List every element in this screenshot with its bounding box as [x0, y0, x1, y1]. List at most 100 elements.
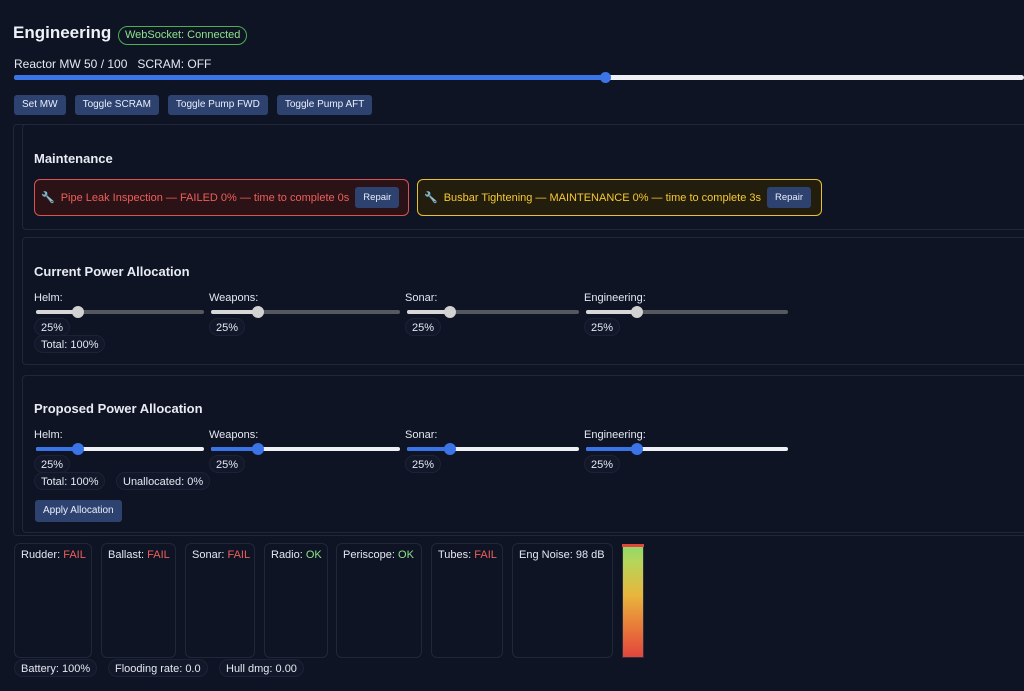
proposed-engineering-slider[interactable]	[586, 443, 788, 455]
proposed-engineering-value: 25%	[584, 455, 621, 473]
current-engineering-label: Engineering:	[584, 292, 646, 304]
status-card-periscope: Periscope: OK	[336, 543, 422, 658]
maintenance-item-busbar: 🔧 Busbar Tightening — MAINTENANCE 0% — t…	[417, 179, 822, 216]
proposed-sonar-slider[interactable]	[407, 443, 579, 455]
status-value: OK	[305, 549, 322, 561]
status-label: Sonar:	[192, 549, 225, 561]
repair-button[interactable]: Repair	[355, 187, 400, 208]
slider-thumb	[630, 306, 643, 318]
slider-thumb[interactable]	[444, 443, 456, 455]
status-card-tubes: Tubes: FAIL	[431, 543, 503, 658]
page-title: Engineering	[13, 23, 112, 42]
slider-track	[36, 447, 204, 451]
maintenance-panel	[22, 124, 1024, 230]
slider-fill	[211, 310, 259, 314]
slider-fill	[211, 447, 259, 451]
reactor-mw-label: Reactor MW 50 / 100	[14, 57, 128, 71]
status-label: Tubes:	[438, 549, 472, 561]
status-value: FAIL	[63, 549, 86, 561]
proposed-weapons-label: Weapons:	[209, 429, 259, 441]
current-helm-slider	[36, 306, 204, 318]
current-helm-label: Helm:	[34, 292, 63, 304]
wrench-icon: 🔧	[41, 192, 55, 204]
current-sonar-slider	[407, 306, 579, 318]
status-label: Periscope:	[343, 549, 395, 561]
eng-noise-label: Eng Noise: 98 dB	[519, 549, 605, 561]
proposed-total-badge: Total: 100%	[34, 472, 106, 490]
wrench-icon: 🔧	[424, 192, 438, 204]
websocket-status-badge: WebSocket: Connected	[118, 26, 248, 45]
current-engineering-slider	[586, 306, 788, 318]
hull-damage-badge: Hull dmg: 0.00	[219, 659, 304, 677]
reactor-slider-thumb[interactable]	[600, 72, 611, 83]
slider-thumb[interactable]	[630, 443, 643, 455]
current-sonar-label: Sonar:	[405, 292, 438, 304]
toggle-scram-button[interactable]: Toggle SCRAM	[74, 95, 159, 115]
eng-noise-card: Eng Noise: 98 dB	[512, 543, 613, 658]
reactor-status: Reactor MW 50 / 100 SCRAM: OFF	[14, 57, 221, 71]
proposed-helm-slider[interactable]	[36, 443, 204, 455]
noise-level-indicator	[622, 544, 644, 547]
reactor-mw-slider[interactable]	[14, 72, 1024, 83]
slider-fill	[407, 447, 450, 451]
proposed-sonar-value: 25%	[405, 455, 442, 473]
status-label: Ballast:	[108, 549, 145, 561]
toggle-pump-fwd-button[interactable]: Toggle Pump FWD	[167, 95, 268, 115]
scram-status: SCRAM: OFF	[137, 57, 212, 71]
current-engineering-value: 25%	[584, 318, 621, 336]
current-total-badge: Total: 100%	[34, 335, 106, 353]
repair-button[interactable]: Repair	[767, 187, 811, 208]
status-value: FAIL	[147, 549, 170, 561]
slider-track	[407, 447, 579, 451]
proposed-weapons-value: 25%	[209, 455, 246, 473]
slider-track	[586, 310, 788, 314]
proposed-weapons-slider[interactable]	[211, 443, 400, 455]
slider-thumb[interactable]	[252, 443, 265, 455]
current-weapons-label: Weapons:	[209, 292, 259, 304]
proposed-sonar-label: Sonar:	[405, 429, 438, 441]
slider-fill	[407, 310, 450, 314]
proposed-engineering-label: Engineering:	[584, 429, 646, 441]
status-card-radio: Radio: OK	[264, 543, 328, 658]
slider-fill	[586, 310, 637, 314]
unallocated-badge: Unallocated: 0%	[116, 472, 211, 490]
current-helm-value: 25%	[34, 318, 71, 336]
proposed-allocation-panel	[22, 375, 1024, 533]
slider-fill	[586, 447, 637, 451]
current-sonar-value: 25%	[405, 318, 442, 336]
maintenance-title: Maintenance	[34, 151, 113, 166]
slider-track	[211, 310, 400, 314]
set-mw-button[interactable]: Set MW	[14, 95, 66, 115]
noise-level-meter	[622, 544, 644, 658]
reactor-slider-fill	[14, 75, 605, 80]
toggle-pump-aft-button[interactable]: Toggle Pump AFT	[276, 95, 373, 115]
battery-badge: Battery: 100%	[14, 659, 98, 677]
current-weapons-value: 25%	[209, 318, 246, 336]
slider-thumb	[72, 306, 84, 318]
status-card-sonar: Sonar: FAIL	[185, 543, 255, 658]
slider-thumb	[444, 306, 456, 318]
status-value: FAIL	[474, 549, 497, 561]
maintenance-item-text: Busbar Tightening — MAINTENANCE 0% — tim…	[443, 191, 761, 204]
apply-allocation-button[interactable]: Apply Allocation	[35, 500, 122, 522]
reactor-toolbar: Set MW Toggle SCRAM Toggle Pump FWD Togg…	[14, 95, 373, 115]
proposed-helm-value: 25%	[34, 455, 71, 473]
maintenance-item-pipe-leak: 🔧 Pipe Leak Inspection — FAILED 0% — tim…	[34, 179, 409, 216]
slider-thumb	[252, 306, 265, 318]
slider-fill	[36, 310, 78, 314]
status-label: Radio:	[271, 549, 303, 561]
current-allocation-panel	[22, 237, 1024, 365]
current-weapons-slider	[211, 306, 400, 318]
slider-track	[36, 310, 204, 314]
status-card-rudder: Rudder: FAIL	[14, 543, 92, 658]
flooding-rate-badge: Flooding rate: 0.0	[108, 659, 208, 677]
status-value: OK	[398, 549, 414, 561]
proposed-allocation-title: Proposed Power Allocation	[34, 401, 203, 416]
slider-track	[407, 310, 579, 314]
proposed-helm-label: Helm:	[34, 429, 63, 441]
maintenance-item-text: Pipe Leak Inspection — FAILED 0% — time …	[60, 191, 350, 204]
slider-thumb[interactable]	[72, 443, 84, 455]
status-card-ballast: Ballast: FAIL	[101, 543, 176, 658]
status-value: FAIL	[227, 549, 251, 561]
slider-track	[586, 447, 788, 451]
